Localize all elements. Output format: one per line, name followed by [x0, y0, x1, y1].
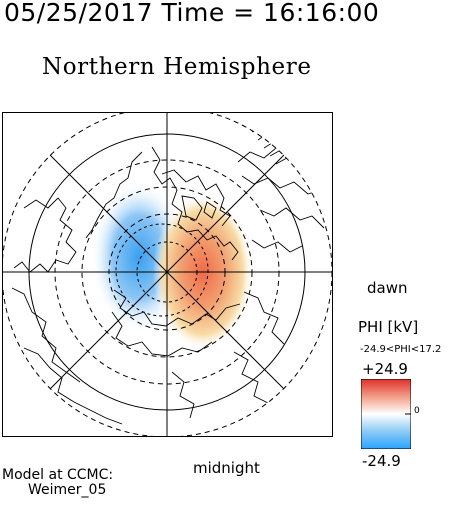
coastlines: [11, 146, 325, 425]
datetime-title: 05/25/2017 Time = 16:16:00: [4, 0, 380, 27]
polar-potential-map: [2, 112, 333, 437]
meridian-lines: [2, 112, 333, 437]
colorbar-zero-label: 0: [414, 406, 420, 416]
colorbar-min-label: -24.9: [362, 452, 401, 470]
hemisphere-title: Northern Hemisphere: [42, 54, 312, 80]
colorbar-max-label: +24.9: [362, 360, 408, 378]
colorbar-title: PHI [kV]: [358, 318, 419, 336]
colorbar-gradient: [361, 379, 411, 449]
model-credit-line1: Model at CCMC:: [2, 467, 114, 483]
midnight-label: midnight: [193, 459, 260, 477]
model-credit-line2: Weimer_05: [28, 482, 107, 498]
colorbar-range: -24.9<PHI<17.2: [360, 344, 442, 355]
dawn-label: dawn: [367, 279, 408, 297]
colorbar: [361, 379, 411, 449]
auroral-boundary: [115, 223, 209, 317]
